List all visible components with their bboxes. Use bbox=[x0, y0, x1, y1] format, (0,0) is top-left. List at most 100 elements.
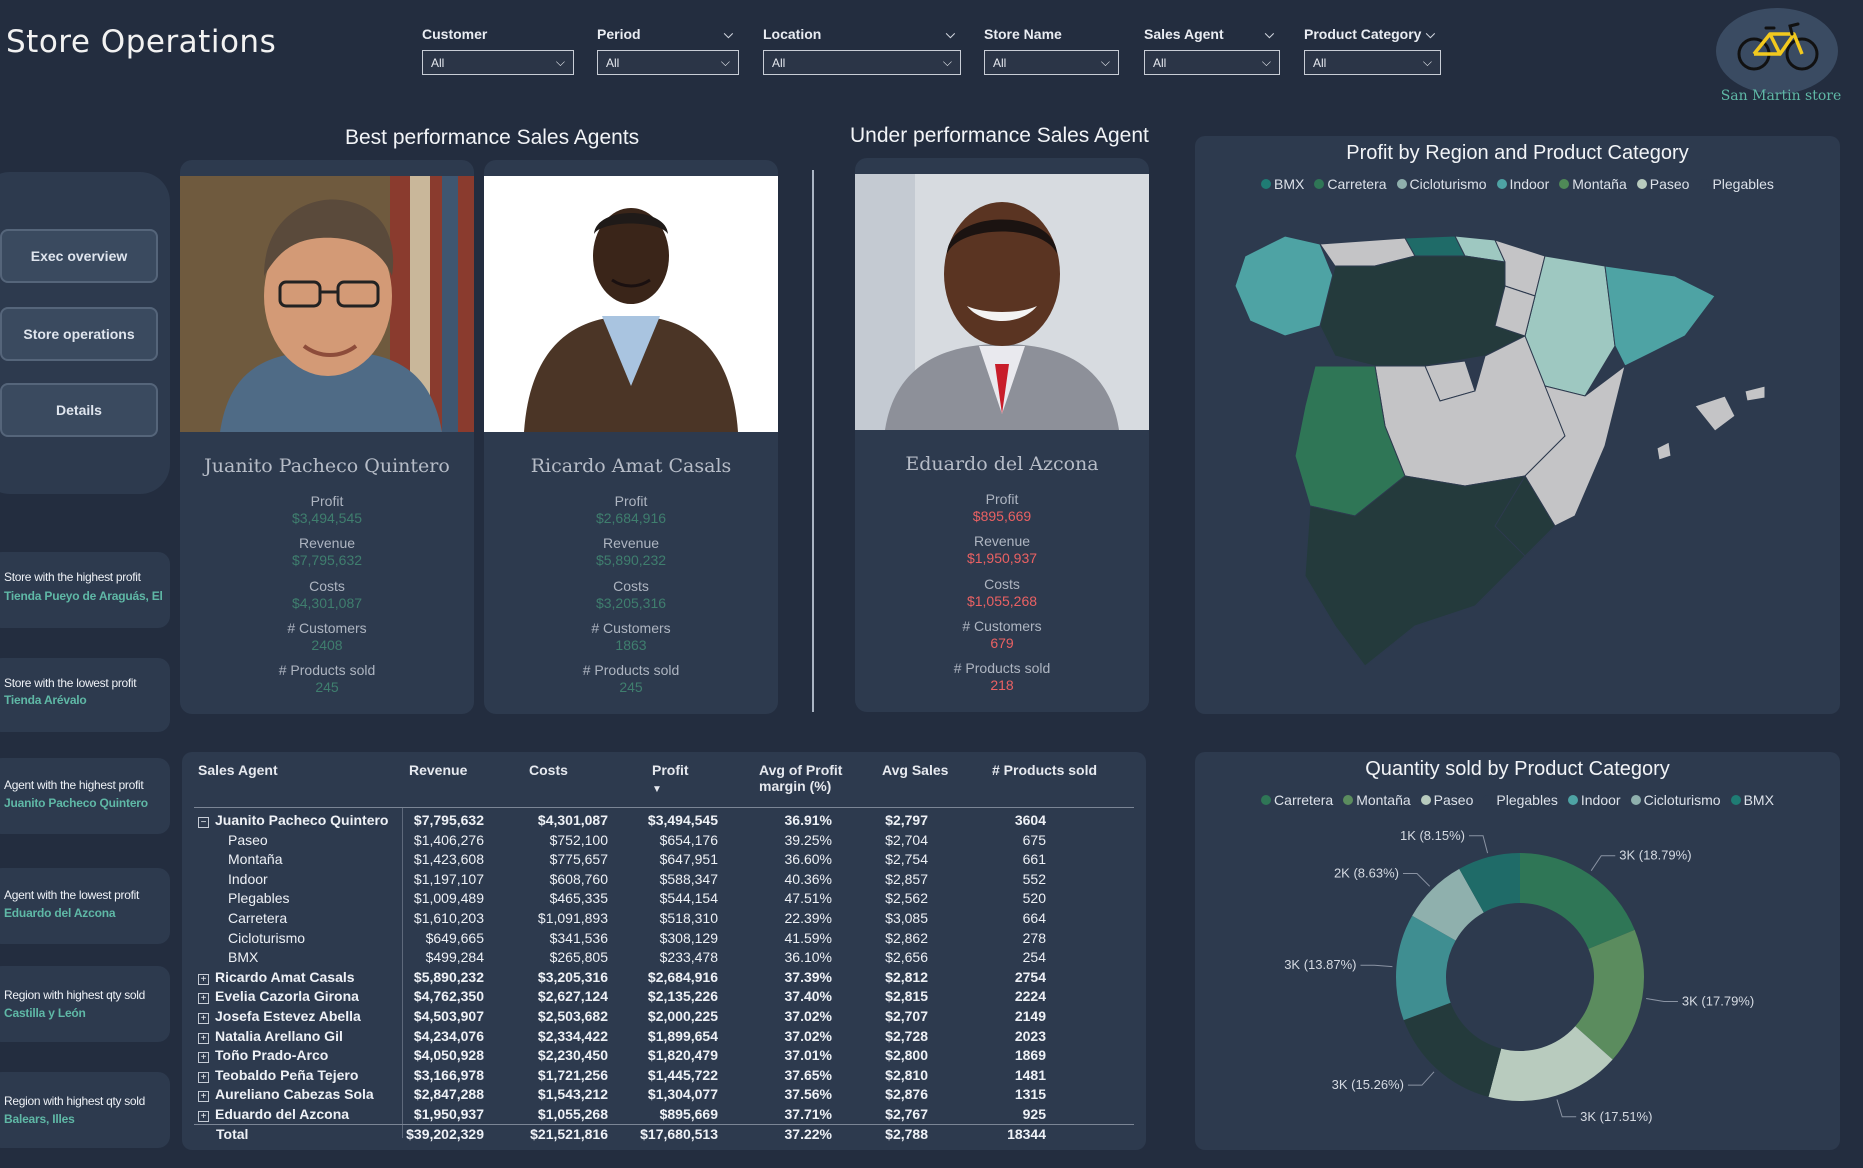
col-header-products-sold[interactable]: # Products sold bbox=[992, 762, 1098, 778]
expand-icon[interactable]: + bbox=[198, 1013, 209, 1024]
legend-label: Indoor bbox=[1580, 792, 1621, 808]
table-row: Indoor $1,197,107 $608,760 $588,347 40.36% $2… bbox=[194, 869, 1294, 889]
cell-name-text: Toño Prado-Arco bbox=[215, 1047, 329, 1064]
cell-qty: 2224 bbox=[1014, 988, 1046, 1005]
legend-item[interactable]: Carretera bbox=[1314, 176, 1387, 192]
cell-name-text: Total bbox=[216, 1125, 249, 1142]
legend-item[interactable]: Plegables bbox=[1699, 176, 1774, 192]
legend-item[interactable]: Cicloturismo bbox=[1396, 176, 1487, 192]
filter-store-name-dropdown[interactable]: All ⌵ bbox=[984, 50, 1119, 75]
legend-item[interactable]: Carretera bbox=[1261, 792, 1333, 808]
table-row[interactable]: + Evelia Cazorla Girona $4,762,350 $2,627,1… bbox=[194, 986, 1294, 1006]
table-row[interactable]: + Aureliano Cabezas Sola $2,847,288 $1,543,… bbox=[194, 1084, 1294, 1104]
cell-margin: 37.65% bbox=[784, 1066, 832, 1083]
cell-qty: 2023 bbox=[1014, 1027, 1046, 1044]
legend-item[interactable]: Indoor bbox=[1567, 792, 1621, 808]
kpi-label: Region with highest qty sold bbox=[4, 1094, 146, 1108]
legend-item[interactable]: Montaña bbox=[1559, 176, 1627, 192]
table-row[interactable]: + Teobaldo Peña Tejero $3,166,978 $1,721,25… bbox=[194, 1065, 1294, 1085]
cell-avg: $2,704 bbox=[885, 831, 928, 848]
cell-avg: $2,862 bbox=[885, 929, 928, 946]
table-row[interactable]: − Juanito Pacheco Quintero $7,795,632 $4,30… bbox=[194, 810, 1294, 830]
legend-item[interactable]: Plegables bbox=[1483, 792, 1558, 808]
col-header-revenue[interactable]: Revenue bbox=[409, 762, 468, 778]
cell-avg: $2,876 bbox=[885, 1086, 928, 1103]
donut-slice-carretera[interactable] bbox=[1520, 853, 1635, 949]
profit-label: Profit bbox=[614, 493, 648, 509]
legend-dot bbox=[1559, 179, 1570, 189]
cell-qty: 661 bbox=[1022, 851, 1046, 868]
expand-icon[interactable]: + bbox=[198, 993, 209, 1005]
legend-item[interactable]: BMX bbox=[1261, 176, 1304, 192]
donut-chart[interactable]: 3K (18.79%) 3K (17.79%) 3K (17.51%) 3K (15.… bbox=[1195, 822, 1840, 1142]
costs-value: $1,055,268 bbox=[966, 593, 1038, 609]
spain-region-map[interactable] bbox=[1225, 226, 1815, 696]
filter-sales-agent: Sales Agent ⌵ All ⌵ bbox=[1144, 24, 1280, 75]
nav-exec-overview-button[interactable]: Exec overview bbox=[0, 229, 158, 283]
donut-slice-montaña[interactable] bbox=[1575, 929, 1644, 1060]
cell-margin: 36.60% bbox=[784, 851, 832, 868]
cell-qty: 925 bbox=[1022, 1106, 1046, 1122]
legend-item[interactable]: Paseo bbox=[1636, 176, 1689, 192]
table-row: Montaña $1,423,608 $775,657 $647,951 36.60% $… bbox=[194, 849, 1294, 869]
legend-item[interactable]: Indoor bbox=[1496, 176, 1549, 192]
chevron-down-icon[interactable]: ⌵ bbox=[1425, 26, 1435, 41]
filter-customer-dropdown[interactable]: All ⌵ bbox=[422, 50, 574, 75]
donut-slice-indoor[interactable] bbox=[1396, 915, 1456, 1021]
col-header-avg-sales[interactable]: Avg Sales bbox=[882, 762, 949, 778]
chevron-down-icon[interactable]: ⌵ bbox=[1264, 26, 1274, 41]
cell-revenue: $1,423,608 bbox=[413, 851, 484, 868]
cell-margin: 41.59% bbox=[784, 929, 832, 946]
col-header-margin[interactable]: Avg of Profit margin (%) bbox=[759, 762, 843, 794]
table-row[interactable]: + Josefa Estevez Abella $4,503,907 $2,503,6… bbox=[194, 1006, 1294, 1026]
donut-slice-paseo[interactable] bbox=[1488, 1026, 1613, 1101]
expand-icon[interactable]: + bbox=[198, 1071, 209, 1083]
legend-item[interactable]: Paseo bbox=[1420, 792, 1473, 808]
cell-name: + Natalia Arellano Gil bbox=[198, 1028, 343, 1044]
donut-slice-cicloturismo[interactable] bbox=[1412, 868, 1484, 941]
filter-sales-agent-value: All bbox=[1153, 55, 1167, 70]
nav-store-operations-button[interactable]: Store operations bbox=[0, 307, 158, 361]
chevron-down-icon[interactable]: ⌵ bbox=[723, 26, 733, 41]
filter-period-dropdown[interactable]: All ⌵ bbox=[597, 50, 739, 75]
cell-costs: $2,230,450 bbox=[537, 1047, 608, 1064]
collapse-icon[interactable]: − bbox=[198, 817, 209, 828]
legend-item[interactable]: Montaña bbox=[1343, 792, 1411, 808]
agent-name: Ricardo Amat Casals bbox=[530, 455, 732, 477]
table-row[interactable]: + Eduardo del Azcona $1,950,937 $1,055,268 $… bbox=[194, 1104, 1294, 1124]
table-row[interactable]: + Natalia Arellano Gil $4,234,076 $2,334,42… bbox=[194, 1026, 1294, 1046]
expand-icon[interactable]: + bbox=[198, 1052, 209, 1064]
kpi-label: Agent with the lowest profit bbox=[4, 888, 140, 902]
legend-dot bbox=[1420, 795, 1431, 805]
filter-period-label: Period bbox=[597, 26, 641, 42]
chevron-down-icon[interactable]: ⌵ bbox=[945, 26, 955, 41]
agent-card-under: Eduardo del Azcona Profit $895,669 Reven… bbox=[855, 158, 1149, 712]
col-header-profit[interactable]: Profit bbox=[652, 762, 689, 778]
nav-details-button[interactable]: Details bbox=[0, 383, 158, 437]
filter-period: Period ⌵ All ⌵ bbox=[597, 24, 739, 75]
legend-item[interactable]: Cicloturismo bbox=[1630, 792, 1721, 808]
cell-costs: $2,334,422 bbox=[537, 1027, 608, 1044]
legend-label: Carretera bbox=[1327, 176, 1387, 192]
col-header-sales-agent[interactable]: Sales Agent bbox=[198, 762, 278, 778]
store-logo-text: San Martin store bbox=[1720, 88, 1842, 104]
cell-costs: $752,100 bbox=[549, 831, 608, 848]
cell-name-text: Indoor bbox=[228, 870, 268, 887]
expand-icon[interactable]: + bbox=[198, 1091, 209, 1103]
expand-icon[interactable]: + bbox=[198, 1032, 209, 1044]
table-row[interactable]: + Ricardo Amat Casals $5,890,232 $3,205,316… bbox=[194, 967, 1294, 987]
table-row[interactable]: + Toño Prado-Arco $4,050,928 $2,230,450 $1,8… bbox=[194, 1045, 1294, 1065]
cell-revenue: $1,009,489 bbox=[413, 890, 484, 907]
expand-icon[interactable]: + bbox=[198, 1111, 209, 1122]
donut-slice-bmx[interactable] bbox=[1459, 853, 1520, 913]
expand-icon[interactable]: + bbox=[198, 973, 209, 985]
cell-name: + Ricardo Amat Casals bbox=[198, 969, 355, 985]
filter-location: Location ⌵ All ⌵ bbox=[763, 24, 961, 75]
col-header-costs[interactable]: Costs bbox=[529, 762, 568, 778]
donut-slice-plegables[interactable] bbox=[1403, 1002, 1502, 1097]
filter-location-dropdown[interactable]: All ⌵ bbox=[763, 50, 961, 75]
filter-sales-agent-dropdown[interactable]: All ⌵ bbox=[1144, 50, 1280, 75]
donut-title: Quantity sold by Product Category bbox=[1365, 758, 1670, 780]
filter-product-category-dropdown[interactable]: All ⌵ bbox=[1304, 50, 1441, 75]
legend-item[interactable]: BMX bbox=[1730, 792, 1774, 808]
